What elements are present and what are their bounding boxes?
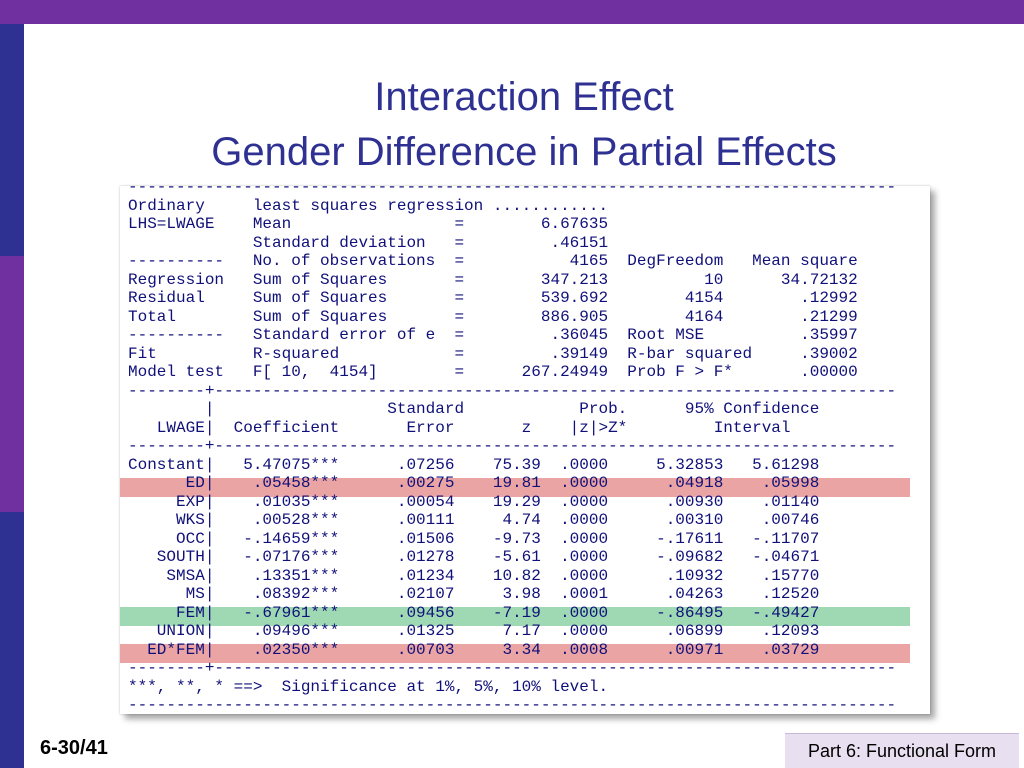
regression-output-text: ----------------------------------------… <box>128 178 896 715</box>
output-line: Fit R-squared = .39149 R-bar squared .39… <box>128 344 858 363</box>
output-line: ED| .05458*** .00275 19.81 .0000 .04918 … <box>128 474 820 492</box>
output-line: EXP| .01035*** .00054 19.29 .0000 .00930… <box>128 492 820 511</box>
slide-title-line-1: Interaction Effect <box>374 75 674 119</box>
output-line: | Standard Prob. 95% Confidence <box>128 400 820 418</box>
footer-section-label: Part 6: Functional Form <box>785 733 1019 768</box>
output-line: ----------------------------------------… <box>128 178 897 196</box>
highlight-ed-fem-row <box>120 644 910 663</box>
output-line: SOUTH| -.07176*** .01278 -5.61 .0000 -.0… <box>128 548 820 566</box>
left-accent-band-middle <box>0 256 24 512</box>
output-line: Regression Sum of Squares = 347.213 10 3… <box>128 270 858 289</box>
slide-title-line-2: Gender Difference in Partial Effects <box>211 130 837 174</box>
output-line: Model test F[ 10, 4154] = 267.24949 Prob… <box>128 363 858 381</box>
output-line: LWAGE| Coefficient Error z |z|>Z* Interv… <box>128 418 791 437</box>
slide-title: Interaction Effect Gender Difference in … <box>24 70 1024 180</box>
output-line: --------+-------------------------------… <box>128 381 897 400</box>
output-line: MS| .08392*** .02107 3.98 .0001 .04263 .… <box>128 585 820 603</box>
output-line: UNION| .09496*** .01325 7.17 .0000 .0689… <box>128 622 820 640</box>
output-line: Constant| 5.47075*** .07256 75.39 .0000 … <box>128 455 820 474</box>
output-line: FEM| -.67961*** .09456 -7.19 .0000 -.864… <box>128 603 820 622</box>
highlight-ed-row <box>120 478 910 497</box>
output-line: ***, **, * ==> Significance at 1%, 5%, 1… <box>128 677 609 696</box>
slide-number: 6-30/41 <box>40 737 108 759</box>
output-line: OCC| -.14659*** .01506 -9.73 .0000 -.176… <box>128 529 820 548</box>
output-line: ----------------------------------------… <box>128 696 897 714</box>
left-accent-band-bottom <box>0 512 24 768</box>
output-line: SMSA| .13351*** .01234 10.82 .0000 .1093… <box>128 566 820 585</box>
output-line: ED*FEM| .02350*** .00703 3.34 .0008 .009… <box>128 640 820 659</box>
output-line: Total Sum of Squares = 886.905 4164 .212… <box>128 307 858 326</box>
output-line: --------+-------------------------------… <box>128 437 897 455</box>
top-accent-bar <box>0 0 1024 24</box>
highlight-fem-row <box>120 607 910 626</box>
regression-output-panel <box>120 186 930 714</box>
output-line: ---------- Standard error of e = .36045 … <box>128 326 858 344</box>
output-line: --------+-------------------------------… <box>128 659 897 677</box>
output-line: LHS=LWAGE Mean = 6.67635 <box>128 215 609 233</box>
output-line: Ordinary least squares regression ......… <box>128 196 609 215</box>
output-line: ---------- No. of observations = 4165 De… <box>128 252 858 270</box>
output-line: Standard deviation = .46151 <box>128 233 609 252</box>
output-line: Residual Sum of Squares = 539.692 4154 .… <box>128 289 858 307</box>
output-line: WKS| .00528*** .00111 4.74 .0000 .00310 … <box>128 511 820 529</box>
left-accent-band-top <box>0 24 24 256</box>
